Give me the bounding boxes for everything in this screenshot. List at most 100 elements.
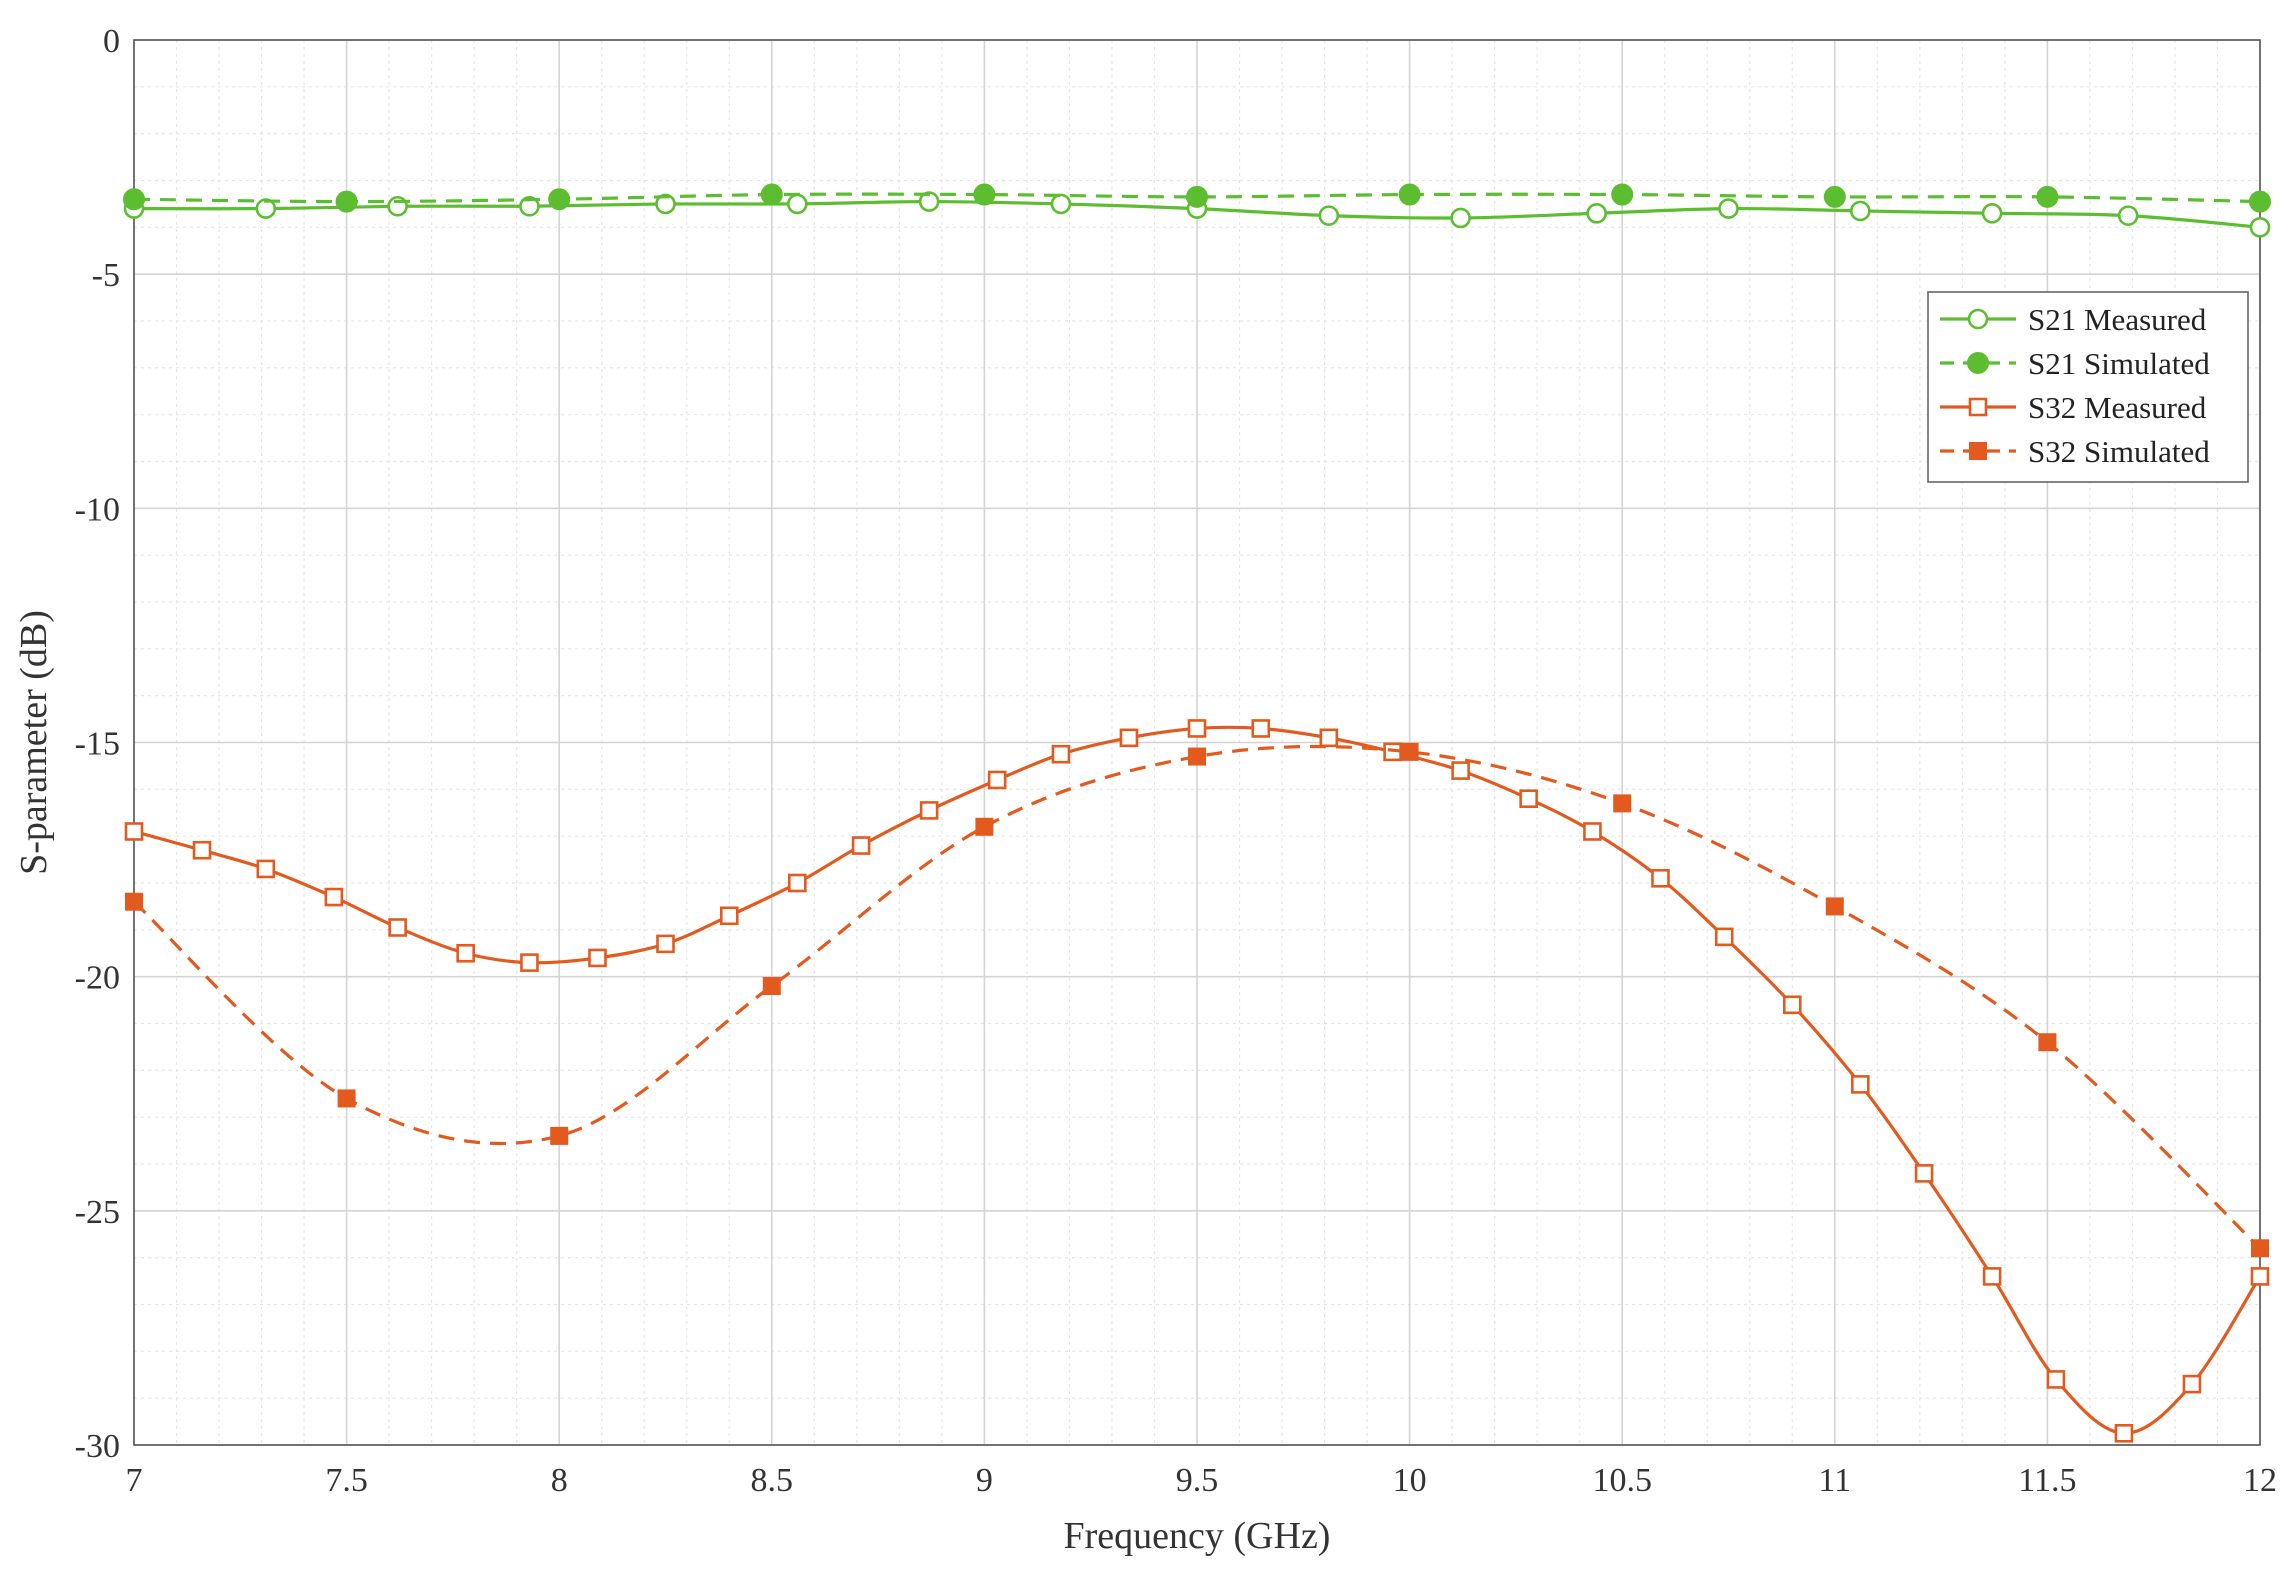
data-point-s32-measured bbox=[2250, 1267, 2270, 1286]
y-tick-label: -20 bbox=[75, 960, 120, 997]
x-tick-label: 7.5 bbox=[325, 1462, 368, 1499]
data-point-s21-measured bbox=[1586, 202, 1607, 224]
data-point-s21-simulated bbox=[1823, 185, 1846, 208]
data-point-s21-simulated bbox=[123, 188, 145, 211]
data-point-s21-measured bbox=[519, 195, 540, 217]
data-point-s32-measured bbox=[1651, 869, 1670, 888]
data-point-s32-measured bbox=[1187, 719, 1207, 738]
data-point-s32-measured bbox=[719, 906, 739, 926]
data-point-s32-measured bbox=[1782, 995, 1802, 1015]
data-point-s32-measured bbox=[388, 918, 407, 937]
data-point-s32-measured bbox=[1914, 1164, 1934, 1183]
data-point-s32-simulated bbox=[1825, 897, 1844, 916]
data-point-s21-simulated bbox=[760, 183, 783, 206]
x-tick-label: 9.5 bbox=[1176, 1462, 1219, 1499]
data-point-s32-measured bbox=[588, 948, 607, 968]
legend-label-s21-simulated: S21 Simulated bbox=[2028, 346, 2210, 381]
series-group bbox=[123, 183, 2271, 1443]
grid bbox=[133, 39, 2261, 1446]
data-point-s32-simulated bbox=[1400, 742, 1419, 761]
data-point-s21-simulated bbox=[973, 183, 996, 206]
data-point-s32-measured bbox=[1519, 789, 1538, 809]
data-point-s21-measured bbox=[918, 191, 940, 212]
data-point-s21-measured bbox=[787, 193, 808, 215]
x-tick-label: 11 bbox=[1818, 1462, 1851, 1499]
legend: S21 Measured S21 Simulated S32 Measured S32… bbox=[1927, 291, 2249, 483]
x-tick-label: 12 bbox=[2243, 1462, 2277, 1499]
data-point-s32-measured bbox=[1451, 761, 1470, 780]
data-point-s32-simulated bbox=[975, 817, 994, 836]
data-point-s32-measured bbox=[851, 836, 871, 855]
legend-label-s21-measured: S21 Measured bbox=[2028, 302, 2207, 337]
legend-label-s32-measured: S32 Measured bbox=[2028, 390, 2207, 425]
data-point-s32-measured bbox=[656, 934, 675, 954]
data-point-s21-measured bbox=[2249, 217, 2271, 238]
x-tick-label: 9 bbox=[976, 1462, 993, 1499]
data-point-s32-simulated bbox=[2038, 1033, 2057, 1052]
data-point-s32-measured bbox=[1119, 728, 1139, 748]
legend-marker-s21-simulated bbox=[1967, 352, 1989, 374]
legend-marker-s21-measured bbox=[1967, 308, 1989, 330]
y-tick-label: -30 bbox=[75, 1428, 120, 1465]
data-point-s32-measured bbox=[1851, 1075, 1870, 1094]
data-point-s32-measured bbox=[788, 873, 807, 893]
data-point-s32-measured bbox=[2114, 1423, 2134, 1443]
data-point-s21-measured bbox=[1718, 198, 1739, 219]
data-point-s32-measured bbox=[192, 840, 212, 860]
x-tick-label: 8.5 bbox=[751, 1462, 794, 1499]
data-point-s32-measured bbox=[456, 943, 475, 963]
data-point-s32-measured bbox=[1714, 927, 1734, 947]
data-point-s32-measured bbox=[919, 801, 939, 820]
x-tick-label: 7 bbox=[126, 1462, 143, 1499]
series-s21-simulated bbox=[123, 183, 2271, 213]
data-point-s32-measured bbox=[256, 859, 276, 879]
y-tick-label: -10 bbox=[75, 491, 120, 528]
data-point-s21-measured bbox=[2117, 205, 2139, 226]
y-tick-label: -25 bbox=[75, 1194, 120, 1231]
data-point-s21-simulated bbox=[1186, 185, 1208, 208]
y-tick-label: -15 bbox=[75, 726, 120, 763]
data-point-s21-simulated bbox=[1398, 183, 1421, 206]
data-point-s21-measured bbox=[655, 193, 676, 215]
data-point-s32-simulated bbox=[337, 1089, 356, 1108]
data-point-s32-measured bbox=[520, 953, 539, 972]
x-tick-label: 10 bbox=[1393, 1462, 1427, 1499]
series-s32-measured bbox=[124, 719, 2270, 1443]
data-point-s21-simulated bbox=[2036, 185, 2059, 208]
data-point-s32-measured bbox=[2046, 1370, 2066, 1389]
series-s21-measured bbox=[123, 191, 2271, 238]
y-tick-label: 0 bbox=[103, 23, 120, 60]
data-point-s21-simulated bbox=[1611, 183, 1634, 206]
data-point-s21-simulated bbox=[2249, 190, 2271, 213]
data-point-s32-simulated bbox=[1613, 794, 1632, 813]
data-point-s32-simulated bbox=[2251, 1239, 2269, 1258]
data-point-s21-simulated bbox=[335, 190, 358, 213]
series-s32-simulated bbox=[125, 742, 2269, 1258]
x-tick-label: 8 bbox=[551, 1462, 568, 1499]
y-axis-title: S-parameter (dB) bbox=[13, 610, 55, 875]
data-point-s32-measured bbox=[1982, 1267, 2002, 1286]
data-point-s32-simulated bbox=[125, 892, 143, 911]
data-point-s32-simulated bbox=[762, 977, 781, 996]
data-point-s32-measured bbox=[987, 770, 1007, 790]
x-axis-title: Frequency (GHz) bbox=[1064, 1515, 1331, 1557]
plot-border bbox=[133, 39, 2261, 1446]
legend-label-s32-simulated: S32 Simulated bbox=[2028, 434, 2210, 469]
data-point-s32-measured bbox=[1051, 744, 1071, 764]
data-point-s32-measured bbox=[2182, 1374, 2202, 1394]
data-point-s32-measured bbox=[324, 887, 344, 907]
data-point-s32-simulated bbox=[550, 1126, 569, 1145]
legend-marker-s32-simulated bbox=[1969, 442, 1987, 460]
tick-labels: 7 7.5 8 8.5 9 9.5 10 10.5 11 11.5 12 0 -5 -10 -15 -20 -2… bbox=[75, 23, 2277, 1499]
x-tick-label: 11.5 bbox=[2018, 1462, 2076, 1499]
data-point-s32-measured bbox=[124, 822, 144, 841]
data-point-s21-measured bbox=[1981, 202, 2003, 224]
data-point-s32-simulated bbox=[1188, 747, 1206, 766]
plot-frame bbox=[133, 39, 2261, 1446]
data-point-s32-measured bbox=[1583, 822, 1602, 841]
legend-marker-s32-measured bbox=[1968, 397, 1988, 417]
data-point-s21-measured bbox=[1318, 205, 1340, 226]
x-tick-label: 10.5 bbox=[1592, 1462, 1652, 1499]
